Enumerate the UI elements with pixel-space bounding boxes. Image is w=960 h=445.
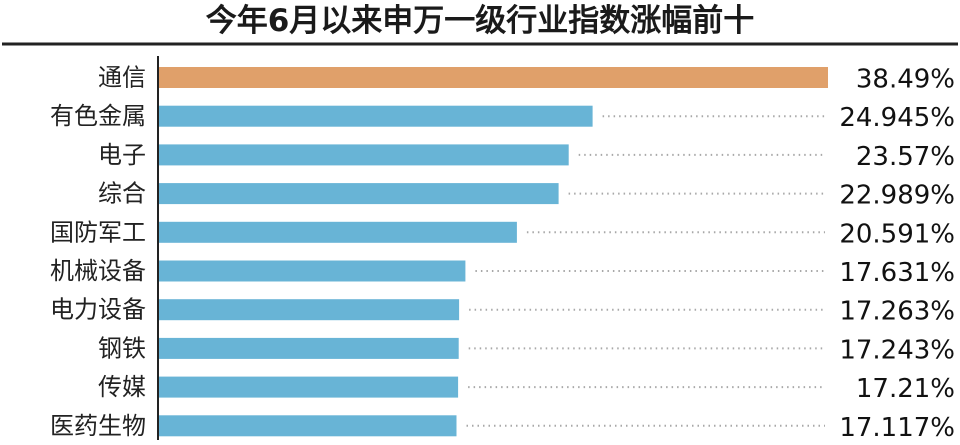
chart-title: 今年6月以来申万一级行业指数涨幅前十 (206, 3, 755, 39)
bar-6 (159, 299, 460, 321)
value-label: 22.989% (839, 181, 955, 211)
category-label: 传媒 (98, 373, 146, 401)
category-label: 有色金属 (50, 102, 146, 130)
category-label: 综合 (98, 180, 146, 208)
bar-4 (159, 221, 517, 243)
value-label: 17.21% (856, 374, 955, 404)
category-label: 医药生物 (50, 412, 146, 440)
category-label: 通信 (98, 64, 146, 92)
bar-5 (159, 260, 466, 282)
value-label: 24.945% (839, 103, 955, 133)
bar-0 (159, 67, 828, 88)
value-label: 17.117% (839, 413, 955, 443)
value-label: 23.57% (856, 142, 955, 172)
bars-layer: 通信 38.49% 有色金属 24.945% 电子 23.57% 综合 22.989% 国防军工… (50, 64, 955, 443)
value-label: 17.631% (839, 258, 955, 288)
bar-7 (159, 337, 459, 359)
bar-2 (159, 144, 569, 166)
bar-8 (159, 376, 459, 398)
category-label: 电子 (98, 141, 146, 169)
category-label: 钢铁 (98, 334, 146, 362)
category-label: 机械设备 (50, 257, 146, 285)
bar-1 (159, 105, 593, 127)
bar-9 (159, 415, 457, 437)
category-label: 国防军工 (50, 218, 146, 246)
value-label: 38.49% (856, 65, 955, 95)
value-label: 20.591% (839, 219, 955, 249)
value-label: 17.263% (839, 297, 955, 327)
value-label: 17.243% (839, 335, 955, 365)
bar-3 (159, 183, 559, 205)
category-label: 电力设备 (50, 296, 146, 324)
